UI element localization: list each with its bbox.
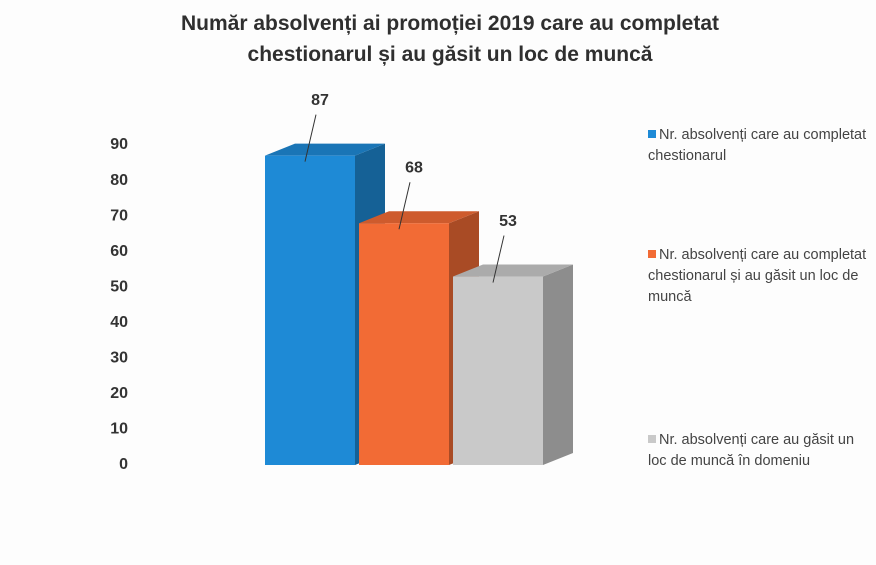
y-tick-label: 70 [110,207,128,224]
legend-label: Nr. absolvenți care au completat chestio… [648,247,867,305]
data-label: 53 [499,213,517,230]
y-tick-label: 30 [110,350,128,367]
leader-line [492,235,505,283]
data-label: 87 [311,92,329,109]
legend-label: Nr. absolvenți care au găsit un loc de m… [648,432,855,469]
legend-entry: Nr. absolvenți care au completat chestio… [648,125,870,167]
bar-3d [453,264,573,465]
y-tick-label: 40 [110,314,128,331]
legend-swatch [648,435,656,443]
legend-label: Nr. absolvenți care au completat chestio… [648,127,867,164]
y-tick-label: 90 [110,136,128,153]
bar [359,223,449,465]
chart-title: Număr absolvenți ai promoției 2019 care … [180,12,720,66]
leader-line [304,114,317,162]
legend-swatch [648,250,656,258]
bar-top [359,211,479,224]
legend-swatch [648,130,656,138]
y-tick-label: 80 [110,172,128,189]
y-tick-label: 10 [110,421,128,438]
bar-top [453,264,573,277]
bar-top [265,143,385,156]
y-tick-label: 0 [119,456,128,473]
data-label: 68 [405,159,423,176]
legend-entry: Nr. absolvenți care au găsit un loc de m… [648,430,870,472]
bar-side [543,264,573,465]
bar [453,276,543,465]
y-tick-label: 50 [110,278,128,295]
y-tick-label: 60 [110,243,128,260]
leader-line [398,182,411,230]
y-tick-label: 20 [110,385,128,402]
bar [265,155,355,465]
legend-entry: Nr. absolvenți care au completat chestio… [648,245,870,308]
